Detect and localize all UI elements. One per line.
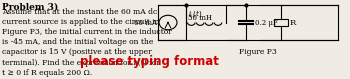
Text: Figure P3: Figure P3 <box>239 48 277 56</box>
Text: Assume that at the instant the 60 mA dc
current source is applied to the circuit: Assume that at the instant the 60 mA dc … <box>2 8 172 77</box>
Text: $i_L(t)$: $i_L(t)$ <box>188 8 203 19</box>
Text: 60 mA: 60 mA <box>134 18 157 27</box>
FancyBboxPatch shape <box>274 19 288 26</box>
Text: 50 mH: 50 mH <box>188 14 212 22</box>
Text: 0.2 μF: 0.2 μF <box>255 18 278 27</box>
Text: please typing format: please typing format <box>80 55 219 68</box>
Text: R: R <box>290 18 296 27</box>
Text: Problem 3): Problem 3) <box>2 2 58 11</box>
